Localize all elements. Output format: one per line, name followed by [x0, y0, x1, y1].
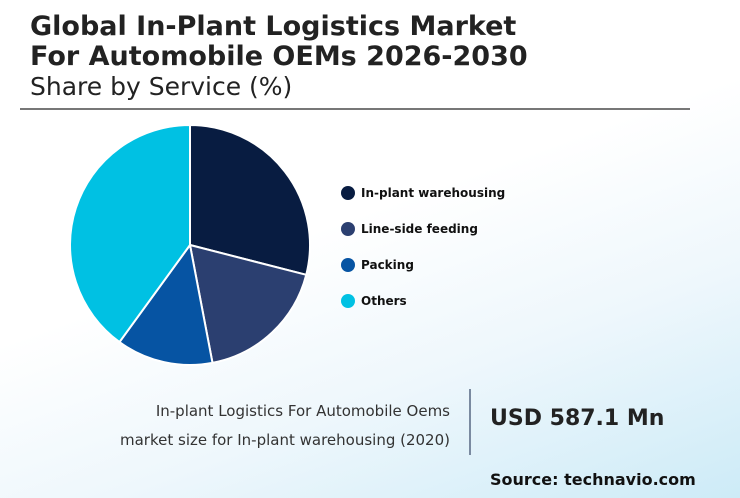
legend-swatch	[341, 258, 355, 272]
vertical-divider	[469, 389, 471, 455]
pie-slice-in-plant-warehousing	[189, 123, 311, 277]
legend-item: Line-side feeding	[341, 211, 505, 247]
market-size-value: USD 587.1 Mn	[490, 406, 665, 431]
legend-item: Packing	[341, 247, 505, 283]
legend-label: Packing	[361, 258, 414, 272]
chart-title: Global In-Plant Logistics Market For Aut…	[30, 12, 528, 72]
title-line-2: For Automobile OEMs 2026-2030	[30, 41, 528, 72]
legend-label: Line-side feeding	[361, 222, 478, 236]
source-credit: Source: technavio.com	[490, 470, 696, 489]
legend-label: In-plant warehousing	[361, 186, 506, 200]
market-size-caption: In-plant Logistics For Automobile Oems m…	[120, 397, 450, 455]
pie-slice-line-side-feeding	[188, 243, 308, 365]
pie-slice-packing	[118, 242, 214, 366]
legend-label: Others	[361, 294, 407, 308]
caption-line-2: market size for In-plant warehousing (20…	[120, 431, 450, 449]
chart-subtitle: Share by Service (%)	[30, 72, 293, 101]
legend-swatch	[341, 294, 355, 308]
divider	[20, 108, 690, 110]
legend-item: Others	[341, 283, 505, 319]
legend-item: In-plant warehousing	[341, 175, 505, 211]
caption-line-1: In-plant Logistics For Automobile Oems	[155, 402, 450, 420]
pie-slice-others	[69, 123, 191, 344]
legend-swatch	[341, 222, 355, 236]
legend: In-plant warehousing Line-side feeding P…	[341, 175, 505, 319]
legend-swatch	[341, 186, 355, 200]
title-line-1: Global In-Plant Logistics Market	[30, 11, 517, 42]
